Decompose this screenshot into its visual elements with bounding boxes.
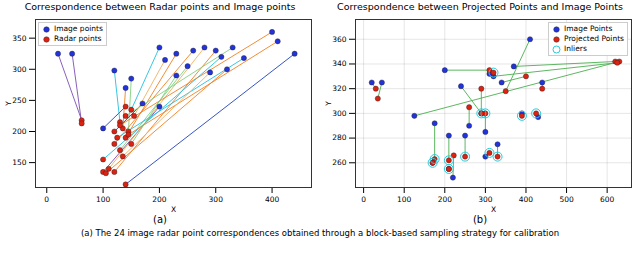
- svg-text:360: 360: [332, 35, 347, 44]
- svg-text:200: 200: [12, 127, 27, 136]
- svg-text:300: 300: [332, 109, 347, 118]
- html-text:Projected Points: Projected Points: [564, 34, 624, 43]
- html-text:Radar points: Radar points: [54, 34, 102, 43]
- svg-text:350: 350: [12, 34, 27, 43]
- svg-text:250: 250: [12, 96, 27, 105]
- html-text:(b): (b): [472, 214, 488, 225]
- svg-text:100: 100: [96, 195, 111, 204]
- svg-text:X: X: [491, 205, 496, 214]
- svg-text:Y: Y: [324, 101, 333, 107]
- svg-text:X: X: [171, 205, 176, 214]
- svg-text:260: 260: [332, 158, 347, 167]
- html-text:Inliers: Inliers: [564, 44, 587, 53]
- html-text:Correspondence between Project: Correspondence between Projected Points …: [337, 1, 623, 12]
- svg-text:300: 300: [12, 65, 27, 74]
- svg-text:340: 340: [332, 59, 347, 68]
- svg-text:0: 0: [44, 195, 49, 204]
- svg-text:200: 200: [438, 195, 453, 204]
- html-text:(a) The 24 image radar point c: (a) The 24 image radar point corresponde…: [80, 228, 559, 238]
- svg-text:400: 400: [265, 195, 280, 204]
- svg-text:500: 500: [559, 195, 574, 204]
- svg-text:150: 150: [12, 158, 27, 167]
- svg-text:320: 320: [332, 84, 347, 93]
- svg-text:0: 0: [361, 195, 366, 204]
- svg-text:200: 200: [152, 195, 167, 204]
- svg-text:Y: Y: [4, 101, 13, 107]
- svg-text:300: 300: [478, 195, 493, 204]
- svg-text:400: 400: [519, 195, 534, 204]
- svg-text:300: 300: [209, 195, 224, 204]
- html-text:(a): (a): [153, 214, 167, 225]
- svg-text:280: 280: [332, 133, 347, 142]
- svg-text:600: 600: [600, 195, 615, 204]
- html-text:Image Points: Image Points: [564, 24, 613, 33]
- svg-text:100: 100: [397, 195, 412, 204]
- html-text:Correspondence between Radar p: Correspondence between Radar points and …: [24, 1, 296, 12]
- html-text:Image points: Image points: [54, 24, 103, 33]
